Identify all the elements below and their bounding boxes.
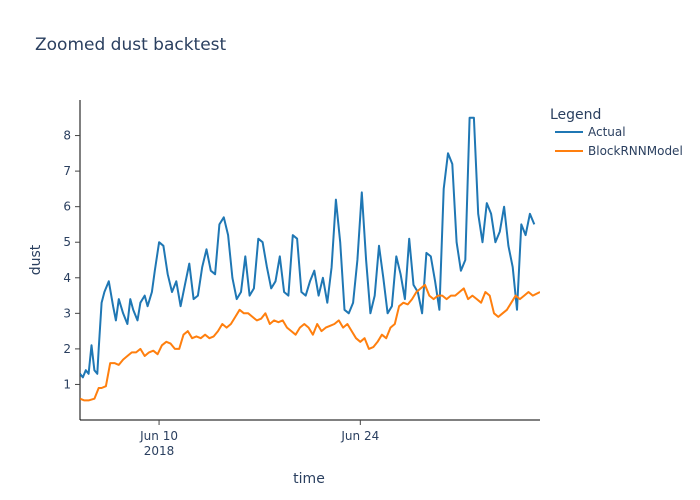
- x-tick-label: Jun 10: [139, 429, 178, 443]
- y-tick-label: 5: [63, 235, 71, 249]
- y-tick-label: 1: [63, 377, 71, 391]
- series-layer: [80, 116, 540, 402]
- y-tick-label: 7: [63, 164, 71, 178]
- series-line-actual: [80, 116, 536, 379]
- y-tick-label: 8: [63, 129, 71, 143]
- legend: Legend Actual BlockRNNModel: [550, 107, 683, 158]
- y-tick-label: 3: [63, 306, 71, 320]
- y-tick-label: 4: [63, 271, 71, 285]
- chart-title: Zoomed dust backtest: [35, 35, 227, 55]
- y-tick-label: 2: [63, 342, 71, 356]
- x-axis-title: time: [293, 471, 325, 487]
- series-line-blockrnnmodel: [80, 283, 540, 402]
- x-tick-label: Jun 24: [340, 429, 379, 443]
- y-tick-label: 6: [63, 200, 71, 214]
- legend-items: Actual BlockRNNModel: [555, 125, 683, 158]
- legend-title: Legend: [550, 107, 601, 123]
- legend-label: BlockRNNModel: [588, 144, 683, 158]
- y-axis-title: dust: [28, 244, 44, 275]
- x-tick-sublabel: 2018: [144, 444, 175, 458]
- legend-label: Actual: [588, 125, 626, 139]
